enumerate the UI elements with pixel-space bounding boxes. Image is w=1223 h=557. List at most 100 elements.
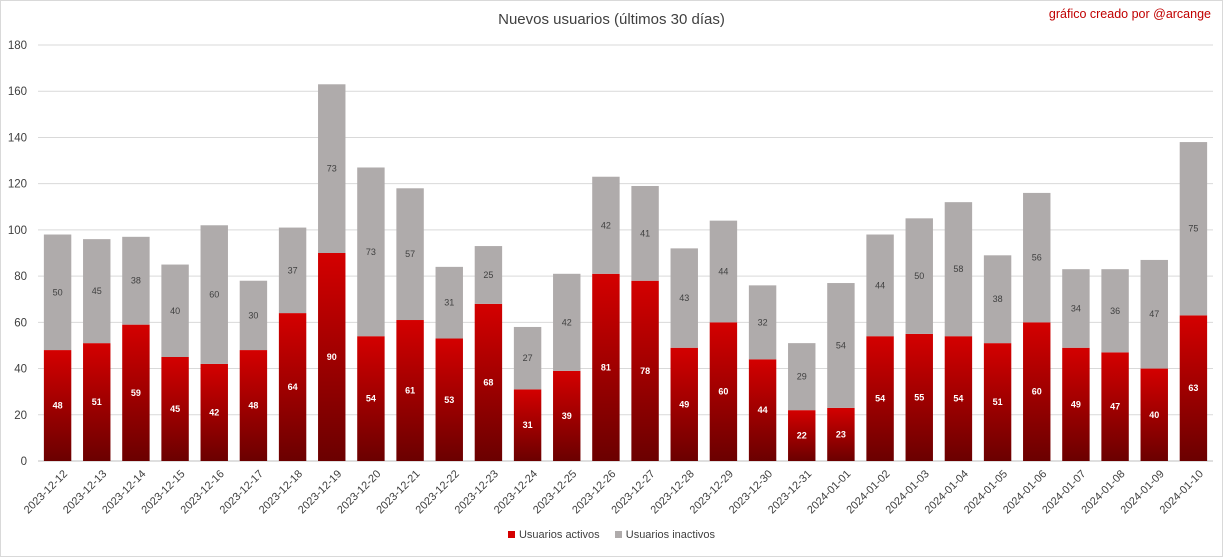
bar-activos [396,320,424,461]
data-label-inactivos: 41 [640,228,650,238]
bar-inactivos [592,176,620,274]
data-label-activos: 23 [836,429,846,439]
bar-inactivos [318,84,346,254]
data-label-inactivos: 27 [523,353,533,363]
bar-inactivos [788,343,816,411]
bar-activos [827,407,855,461]
x-axis-ticks: 2023-12-122023-12-132023-12-142023-12-15… [22,468,1206,516]
bar-inactivos [748,285,777,360]
data-label-activos: 48 [53,401,63,411]
data-label-inactivos: 44 [718,266,728,276]
y-tick-label: 0 [21,456,27,468]
bar-activos [866,336,894,461]
data-label-inactivos: 57 [405,249,415,259]
bar-activos [1179,315,1208,461]
data-label-inactivos: 54 [836,340,846,350]
data-label-inactivos: 73 [327,164,337,174]
bar-inactivos [670,248,698,348]
bar-inactivos [631,185,659,281]
data-label-activos: 81 [601,362,611,372]
bar-inactivos [200,225,228,364]
bar-activos [983,343,1012,461]
bar-activos [553,370,581,461]
gridlines [38,44,1213,462]
bar-activos [161,357,189,461]
bar-activos [278,313,307,461]
data-label-activos: 54 [875,394,885,404]
bar-inactivos [122,236,150,325]
bar-inactivos [1101,269,1129,353]
data-label-inactivos: 42 [601,220,611,230]
data-label-activos: 48 [248,401,258,411]
data-label-activos: 53 [444,395,454,405]
y-tick-label: 80 [14,271,27,283]
bar-activos [944,336,973,461]
data-label-inactivos: 32 [758,317,768,327]
data-label-activos: 22 [797,431,807,441]
bar-inactivos [944,202,973,337]
bar-activos [200,363,228,461]
bar-inactivos [435,266,463,339]
bar-inactivos [905,218,933,334]
bar-activos [43,350,72,461]
legend-label-activos: Usuarios activos [518,529,600,541]
y-tick-label: 180 [8,40,27,52]
y-tick-label: 20 [14,410,27,422]
y-tick-label: 40 [14,364,27,376]
data-label-activos: 68 [483,377,493,387]
data-label-activos: 55 [914,392,924,402]
bar-inactivos [827,283,855,408]
data-label-inactivos: 38 [993,294,1003,304]
bar-inactivos [239,280,268,351]
data-label-activos: 44 [758,405,768,415]
data-label-activos: 31 [523,420,533,430]
y-axis-ticks: 0 20 40 60 80 100 120 140 160 180 [8,40,27,468]
data-label-activos: 60 [718,387,728,397]
bar-activos [1062,347,1090,461]
bar-inactivos [553,273,581,371]
bar-inactivos [43,234,72,351]
data-label-inactivos: 37 [288,265,298,275]
bar-activos [631,280,659,461]
bar-inactivos [278,227,307,314]
data-label-inactivos: 25 [483,270,493,280]
data-label-activos: 47 [1110,402,1120,412]
data-label-activos: 51 [993,397,1003,407]
legend-item-activos: Usuarios activos [507,529,600,541]
bar-activos [905,333,933,461]
data-label-activos: 63 [1188,383,1198,393]
bar-activos [435,338,463,461]
data-label-inactivos: 36 [1110,306,1120,316]
data-label-inactivos: 40 [170,306,180,316]
data-label-inactivos: 47 [1149,309,1159,319]
data-label-inactivos: 38 [131,276,141,286]
bar-activos [83,343,111,461]
bar-inactivos [474,246,503,304]
bars [43,84,1208,461]
legend-label-inactivos: Usuarios inactivos [625,529,716,541]
data-label-inactivos: 50 [53,287,63,297]
legend-item-inactivos: Usuarios inactivos [614,529,716,541]
bar-inactivos [1140,259,1168,369]
bar-activos [1140,368,1168,461]
y-tick-label: 60 [14,317,27,329]
bar-inactivos [161,264,189,357]
y-tick-label: 100 [8,225,27,237]
bar-inactivos [1062,269,1090,348]
data-label-inactivos: 58 [953,264,963,274]
bar-inactivos [513,326,542,390]
data-label-inactivos: 42 [562,317,572,327]
bar-activos [1023,322,1051,461]
data-label-inactivos: 34 [1071,303,1081,313]
legend-swatch-activos [507,531,515,538]
data-label-activos: 78 [640,366,650,376]
bar-activos [318,253,346,461]
bar-inactivos [866,234,894,337]
data-label-inactivos: 75 [1188,224,1198,234]
bar-inactivos [1023,192,1051,323]
data-label-activos: 42 [209,407,219,417]
bar-inactivos [396,188,424,321]
data-label-activos: 51 [92,397,102,407]
data-label-activos: 40 [1149,410,1159,420]
